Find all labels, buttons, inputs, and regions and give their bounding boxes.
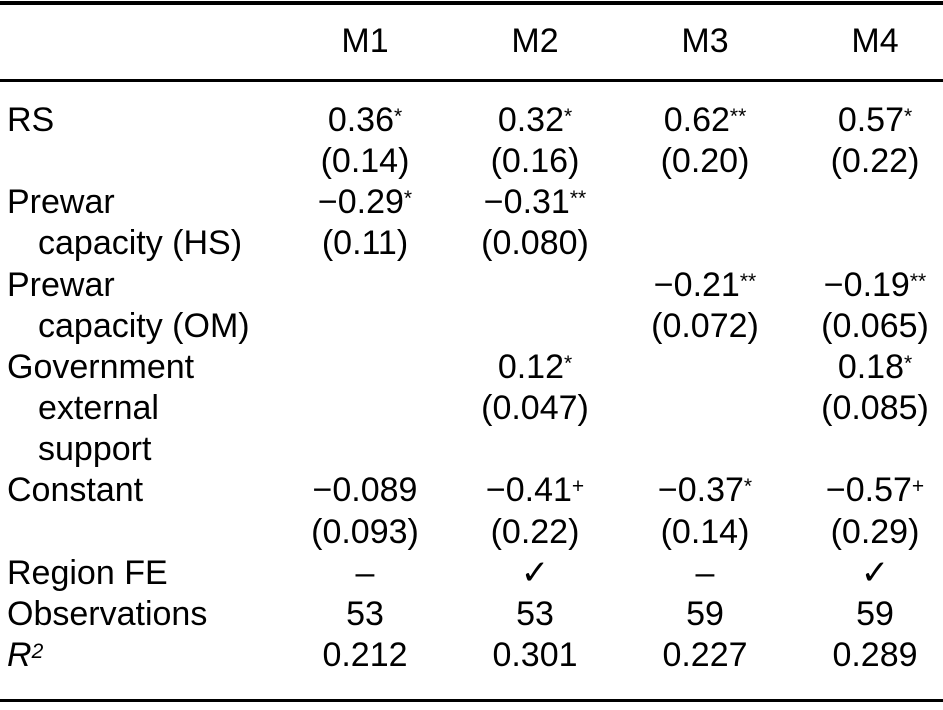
sup-marker: * (743, 475, 753, 498)
cell-region-fe-m1: – (355, 554, 375, 592)
cell-constant-se-m2: (0.22) (490, 513, 580, 551)
table-line-rs-se: (0.14) (0.16) (0.20) (0.22) (0, 141, 943, 182)
column-header-m1: M1 (341, 22, 389, 60)
cell-govt-support-coef-m2: 0.12* (497, 348, 573, 386)
cell-rs-se-m1: (0.14) (320, 142, 410, 180)
cell-r-squared-m1: 0.212 (322, 636, 408, 674)
table-line-constant-coef: Constant −0.089 −0.41+ −0.37* −0.57+ (0, 470, 943, 511)
cell-observations-m3: 59 (686, 595, 724, 633)
cell-rs-coef-m4: 0.57* (837, 101, 913, 139)
cell-rs-coef-m3: 0.62** (663, 101, 747, 139)
sup-marker: * (904, 105, 913, 128)
cell-prewar-hs-se-m2: (0.080) (481, 224, 589, 262)
cell-constant-coef-m1: −0.089 (312, 471, 418, 509)
row-label-prewar-om-se: capacity (OM) (38, 307, 250, 345)
table-line-constant-se: (0.093) (0.22) (0.14) (0.29) (0, 512, 943, 553)
row-label-observations: Observations (7, 595, 208, 633)
table-line-prewar-hs-se: capacity (HS) (0.11) (0.080) (0, 223, 943, 264)
table-line-r-squared: R2 0.212 0.301 0.227 0.289 (0, 635, 943, 676)
cell-region-fe-m3: – (695, 554, 715, 592)
row-label-region-fe: Region FE (7, 554, 168, 592)
cell-prewar-om-coef-m3: −0.21** (653, 266, 757, 304)
cell-prewar-om-se-m3: (0.072) (651, 307, 759, 345)
table-line-prewar-hs-coef: Prewar −0.29* −0.31** (0, 182, 943, 223)
cell-rs-coef-m2: 0.32* (497, 101, 573, 139)
sup-marker: ** (569, 187, 587, 210)
cell-prewar-hs-coef-m1: −0.29* (317, 183, 413, 221)
cell-constant-se-m4: (0.29) (830, 513, 920, 551)
table-line-observations: Observations 53 53 59 59 (0, 594, 943, 635)
cell-constant-coef-m4: −0.57+ (825, 471, 925, 509)
row-label-prewar-hs-coef: Prewar (7, 183, 115, 221)
table-line-govt-support-se: external (0.047) (0.085) (0, 388, 943, 429)
table-line-govt-support-coef: Government 0.12* 0.18* (0, 347, 943, 388)
sup-marker: ** (729, 105, 747, 128)
row-label-govt-support-se: external (38, 389, 159, 427)
cell-prewar-hs-coef-m2: −0.31** (483, 183, 587, 221)
cell-constant-se-m3: (0.14) (660, 513, 750, 551)
cell-rs-coef-m1: 0.36* (327, 101, 403, 139)
cell-govt-support-se-m2: (0.047) (481, 389, 589, 427)
column-header-m2: M2 (511, 22, 559, 60)
sup-marker: ** (739, 270, 757, 293)
sup-marker: * (403, 187, 413, 210)
table-line-prewar-om-se: capacity (OM) (0.072) (0.065) (0, 306, 943, 347)
cell-constant-coef-m3: −0.37* (657, 471, 753, 509)
cell-observations-m2: 53 (516, 595, 554, 633)
cell-prewar-om-coef-m4: −0.19** (823, 266, 927, 304)
cell-prewar-hs-se-m1: (0.11) (321, 224, 409, 262)
sup-marker: + (571, 475, 585, 498)
table-line-rs-coef: RS 0.36* 0.32* 0.62** 0.57* (0, 100, 943, 141)
table-line-govt-support-label3: support (0, 429, 943, 470)
cell-region-fe-m2: ✓ (520, 553, 550, 593)
cell-constant-coef-m2: −0.41+ (485, 471, 585, 509)
cell-r-squared-m2: 0.301 (492, 636, 578, 674)
row-label-constant-coef: Constant (7, 471, 144, 509)
row-label-prewar-hs-se: capacity (HS) (38, 224, 243, 262)
sup-marker: * (564, 105, 573, 128)
cell-rs-se-m4: (0.22) (830, 142, 920, 180)
cell-constant-se-m1: (0.093) (311, 513, 419, 551)
sup-marker: * (904, 352, 913, 375)
bottom-rule (0, 699, 943, 702)
sup-marker: * (394, 105, 403, 128)
table-header-row: M1 M2 M3 M4 (0, 21, 943, 62)
header-rule (0, 79, 943, 82)
cell-observations-m1: 53 (346, 595, 384, 633)
cell-govt-support-se-m4: (0.085) (821, 389, 929, 427)
sup-marker: 2 (31, 640, 44, 663)
cell-observations-m4: 59 (856, 595, 894, 633)
cell-rs-se-m2: (0.16) (490, 142, 580, 180)
sup-marker: + (911, 475, 925, 498)
sup-marker: ** (909, 270, 927, 293)
table-line-prewar-om-coef: Prewar −0.21** −0.19** (0, 265, 943, 306)
cell-rs-se-m3: (0.20) (660, 142, 750, 180)
column-header-m3: M3 (681, 22, 729, 60)
cell-r-squared-m4: 0.289 (832, 636, 918, 674)
cell-prewar-om-se-m4: (0.065) (821, 307, 929, 345)
cell-r-squared-m3: 0.227 (662, 636, 748, 674)
cell-region-fe-m4: ✓ (860, 553, 890, 593)
row-label-govt-support-label3: support (38, 430, 152, 468)
top-rule (0, 1, 943, 5)
row-label-govt-support-coef: Government (7, 348, 195, 386)
row-label-rs-coef: RS (7, 101, 55, 139)
sup-marker: * (564, 352, 573, 375)
row-label-prewar-om-coef: Prewar (7, 266, 115, 304)
column-header-m4: M4 (851, 22, 899, 60)
table-line-region-fe: Region FE – ✓ – ✓ (0, 553, 943, 594)
row-label-r-squared: R2 (7, 636, 44, 674)
cell-govt-support-coef-m4: 0.18* (837, 348, 913, 386)
